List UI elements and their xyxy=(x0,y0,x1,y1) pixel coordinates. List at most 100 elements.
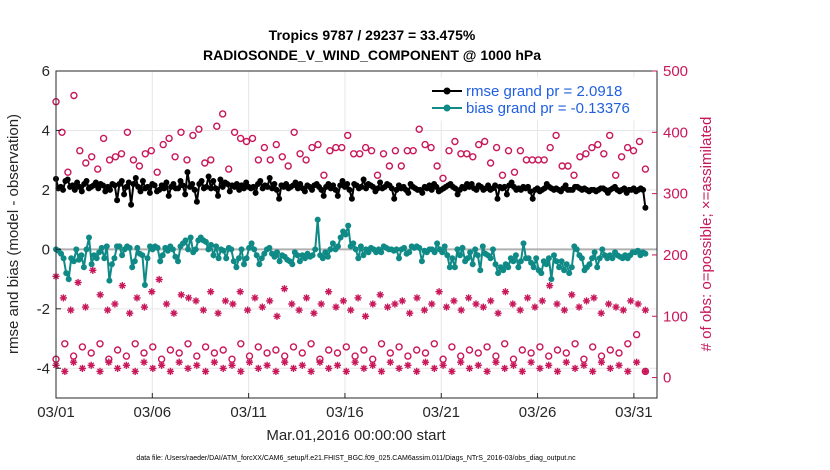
assimilated-obs-marker xyxy=(81,303,90,311)
rmse-point xyxy=(111,182,118,189)
assimilated-obs-marker xyxy=(619,306,627,314)
rmse-point xyxy=(318,186,325,193)
assimilated-obs-marker xyxy=(162,300,171,308)
possible-obs-marker xyxy=(492,143,501,152)
bias-point xyxy=(119,252,126,259)
assimilated-obs-marker xyxy=(589,367,597,375)
bias-point xyxy=(505,264,512,271)
assimilated-obs-marker-stroke xyxy=(605,301,612,307)
rmse-point xyxy=(642,204,649,211)
rmse-point xyxy=(250,183,257,190)
assimilated-obs-marker-stroke xyxy=(79,365,86,372)
possible-obs-marker xyxy=(600,150,608,158)
assimilated-obs-marker xyxy=(580,361,588,369)
assimilated-obs-marker-stroke xyxy=(264,362,271,369)
rmse-point xyxy=(370,183,376,190)
possible-obs-marker xyxy=(635,137,644,146)
assimilated-obs-marker-stroke xyxy=(82,304,89,311)
possible-obs-marker xyxy=(201,159,209,167)
assimilated-obs-marker xyxy=(258,303,266,311)
possible-obs-marker xyxy=(218,110,227,118)
bias-point xyxy=(357,243,364,250)
bias-point xyxy=(88,261,95,268)
assimilated-obs-marker xyxy=(605,300,613,308)
possible-obs-marker xyxy=(153,168,161,176)
bias-point xyxy=(238,246,245,253)
possible-obs-marker xyxy=(117,150,126,158)
rmse-point xyxy=(276,195,283,202)
assimilated-obs-marker xyxy=(582,297,591,305)
bias-point xyxy=(294,252,301,259)
assimilated-obs-marker-stroke xyxy=(355,294,362,301)
assimilated-obs-marker-stroke xyxy=(266,297,273,304)
rmse-point xyxy=(151,182,158,189)
bias-point xyxy=(545,255,552,262)
rmse-point xyxy=(215,192,221,199)
possible-obs-marker xyxy=(397,162,405,170)
bias-point xyxy=(556,264,563,271)
rmse-point xyxy=(76,183,83,190)
possible-obs-marker xyxy=(272,140,280,149)
assimilated-obs-marker-stroke xyxy=(132,368,139,375)
assimilated-obs-marker-stroke xyxy=(193,362,200,369)
bias-point xyxy=(449,255,456,262)
bias-point xyxy=(441,243,448,250)
bias-point xyxy=(464,255,471,262)
bias-point xyxy=(543,261,550,268)
assimilated-obs-marker xyxy=(244,306,252,314)
assimilated-obs-marker xyxy=(501,288,509,296)
bias-point xyxy=(337,234,344,241)
assimilated-obs-marker xyxy=(479,303,487,311)
rmse-point xyxy=(348,195,355,202)
assimilated-obs-marker-stroke xyxy=(580,362,587,369)
assimilated-obs-marker xyxy=(126,309,134,317)
bias-point xyxy=(533,255,540,262)
possible-obs-marker xyxy=(344,131,352,140)
assimilated-obs-marker xyxy=(641,306,649,314)
possible-obs-marker xyxy=(385,162,394,170)
possible-obs-marker xyxy=(475,140,483,149)
possible-obs-marker xyxy=(623,143,632,152)
assimilated-obs-marker xyxy=(67,306,75,314)
y-right-tick-label: 500 xyxy=(663,63,688,80)
possible-obs-marker xyxy=(617,153,626,161)
assimilated-obs-marker xyxy=(351,358,359,366)
assimilated-obs-marker-stroke xyxy=(589,368,596,375)
rmse-point xyxy=(527,188,534,195)
possible-obs-marker xyxy=(516,146,525,155)
assimilated-obs-marker-stroke xyxy=(290,365,297,372)
bias-point xyxy=(573,246,580,253)
bias-point xyxy=(230,258,237,265)
rmse-point xyxy=(292,179,299,186)
rmse-point xyxy=(508,179,515,186)
bias-point xyxy=(243,255,250,262)
bias-point xyxy=(58,250,65,257)
possible-obs-marker xyxy=(333,349,342,357)
assimilated-obs-marker-stroke xyxy=(458,307,465,314)
assimilated-obs-marker xyxy=(295,306,303,314)
rmse-point xyxy=(60,186,66,193)
assimilated-obs-marker-stroke xyxy=(510,362,517,369)
assimilated-obs-marker-stroke xyxy=(185,294,192,301)
bias-point xyxy=(75,256,82,263)
possible-obs-marker xyxy=(224,165,233,173)
rmse-point xyxy=(283,181,290,187)
bias-point xyxy=(495,270,502,277)
possible-obs-marker xyxy=(430,340,438,348)
possible-obs-marker xyxy=(302,156,310,164)
rmse-point xyxy=(377,179,384,186)
assimilated-obs-marker-stroke xyxy=(229,301,236,307)
bias-point xyxy=(454,246,461,253)
rmse-point xyxy=(71,186,78,193)
possible-obs-marker xyxy=(237,340,245,348)
bias-point xyxy=(479,243,486,250)
x-axis-label: Mar.01,2016 00:00:00 start xyxy=(266,427,446,444)
possible-obs-marker xyxy=(242,137,251,146)
rmse-point xyxy=(363,185,369,192)
bias-point xyxy=(312,246,319,253)
possible-obs-marker xyxy=(219,346,227,354)
bias-point xyxy=(134,244,141,251)
y-tick-label: -2 xyxy=(37,301,50,318)
assimilated-obs-marker-stroke xyxy=(440,362,447,369)
assimilated-obs-marker-stroke xyxy=(484,368,491,375)
